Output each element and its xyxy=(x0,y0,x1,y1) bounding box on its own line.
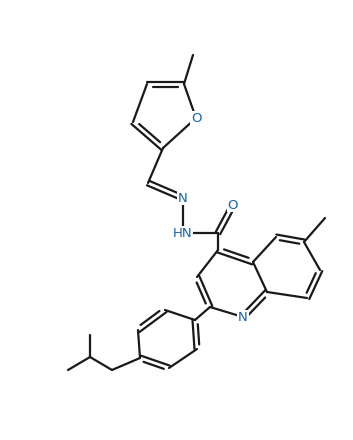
Text: N: N xyxy=(238,311,248,323)
Text: O: O xyxy=(228,198,238,212)
Text: O: O xyxy=(191,111,201,125)
Text: N: N xyxy=(178,191,188,205)
Text: HN: HN xyxy=(173,227,193,239)
